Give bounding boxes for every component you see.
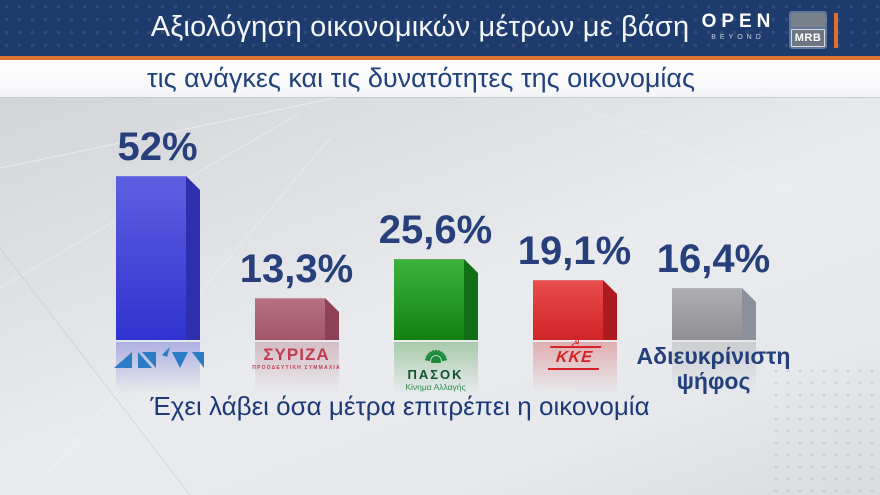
bar-side-face xyxy=(742,288,756,340)
bar-value-label: 52% xyxy=(117,125,198,169)
nd-party-logo xyxy=(113,347,204,368)
syriza-logo-subtext: ΠΡΟΟΔΕΥΤΙΚΗ ΣΥΜΜΑΧΙΑ xyxy=(252,365,341,371)
bar-value-label: 16,4% xyxy=(656,237,771,281)
kke-logo-text: ΚΚΕ xyxy=(555,349,594,366)
pasok-logo-subtext: Κίνημα Αλλαγής xyxy=(405,382,466,392)
bar-category-label: Αδιευκρίνιστη ψήφος xyxy=(630,343,797,395)
orange-divider-line xyxy=(0,56,880,60)
bar-category-label: ΣΥΡΙΖΑ ΠΡΟΟΔΕΥΤΙΚΗ ΣΥΜΜΑΧΙΑ xyxy=(213,346,380,371)
bar-side-face xyxy=(325,298,339,340)
bar-front-face xyxy=(394,259,464,340)
syriza-party-logo: ΣΥΡΙΖΑ xyxy=(263,345,330,364)
bar-value-label: 13,3% xyxy=(239,247,354,291)
bar-reflection xyxy=(672,342,756,402)
bar-value-label: 25,6% xyxy=(378,208,493,252)
chart-caption: Έχει λάβει όσα μέτρα επιτρέπει η οικονομ… xyxy=(150,391,650,421)
bar-side-face xyxy=(464,259,478,340)
header-banner: Αξιολόγηση οικονομικών μέτρων με βάση OP… xyxy=(0,0,880,56)
pasok-sun-icon xyxy=(424,350,447,366)
mrb-logo-text: MRB xyxy=(791,29,825,47)
bar-reflection xyxy=(533,342,617,402)
kke-party-logo: ☭ ΚΚΕ xyxy=(547,338,602,371)
bar-side-face xyxy=(186,176,200,340)
page-title: Αξιολόγηση οικονομικών μέτρων με βάση xyxy=(150,11,690,43)
bar-side-face xyxy=(603,280,617,340)
subtitle-band: τις ανάγκες και τις δυνατότητες της οικο… xyxy=(0,60,880,98)
bar-3d xyxy=(394,259,478,340)
bar-3d xyxy=(255,298,339,340)
mrb-logo-top-block xyxy=(791,13,825,27)
open-logo-subtext: BEYOND xyxy=(711,33,765,41)
bar-3d xyxy=(116,176,200,340)
chart-stage: 52% 13,3% ΣΥΡΙΖΑ ΠΡ xyxy=(0,98,880,495)
open-logo-text: OPEN xyxy=(701,11,776,32)
hammer-sickle-icon: ☭ xyxy=(570,338,582,349)
pasok-party-logo: ΠΑΣΟΚ xyxy=(407,367,464,382)
page-subtitle: τις ανάγκες και τις δυνατότητες της οικο… xyxy=(146,63,696,93)
background-dots-pattern xyxy=(770,365,880,495)
bar-front-face xyxy=(116,176,186,340)
orange-divider-bar xyxy=(834,13,838,48)
bar-chart: 52% 13,3% ΣΥΡΙΖΑ ΠΡ xyxy=(0,98,880,495)
bar-value-label: 19,1% xyxy=(517,229,632,273)
open-tv-logo: OPEN BEYOND xyxy=(696,12,776,41)
bar-reflection xyxy=(255,342,339,402)
bar-category-label: ΠΑΣΟΚ Κίνημα Αλλαγής xyxy=(352,346,519,392)
bar-3d xyxy=(533,280,617,340)
bar-front-face xyxy=(255,298,325,340)
unclear-vote-label: ψήφος xyxy=(676,368,751,395)
unclear-vote-label: Αδιευκρίνιστη xyxy=(636,343,791,369)
mrb-logo: MRB xyxy=(789,11,827,49)
bar-front-face xyxy=(533,280,603,340)
bar-3d xyxy=(672,288,756,340)
bar-front-face xyxy=(672,288,742,340)
